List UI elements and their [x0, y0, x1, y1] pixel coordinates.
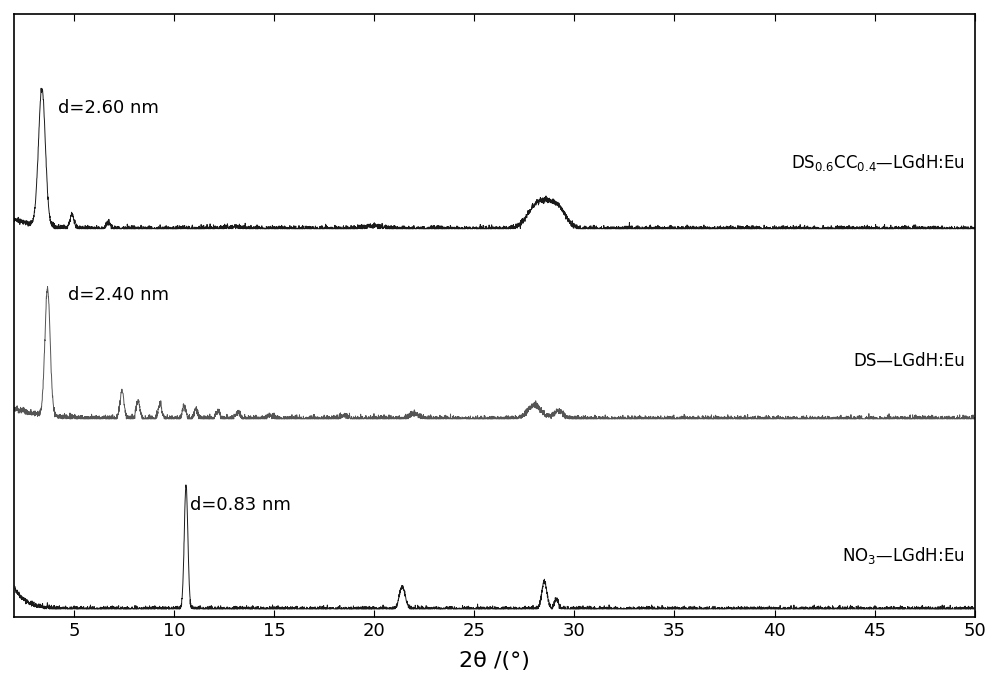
Text: DS—LGdH:Eu: DS—LGdH:Eu	[853, 352, 965, 370]
Text: d=2.40 nm: d=2.40 nm	[68, 286, 169, 304]
X-axis label: 2θ /(°): 2θ /(°)	[459, 651, 530, 671]
Text: NO$_3$—LGdH:Eu: NO$_3$—LGdH:Eu	[842, 545, 965, 566]
Text: d=2.60 nm: d=2.60 nm	[58, 99, 159, 117]
Text: DS$_{0.6}$CC$_{0.4}$—LGdH:Eu: DS$_{0.6}$CC$_{0.4}$—LGdH:Eu	[791, 152, 965, 173]
Text: d=0.83 nm: d=0.83 nm	[190, 496, 291, 514]
